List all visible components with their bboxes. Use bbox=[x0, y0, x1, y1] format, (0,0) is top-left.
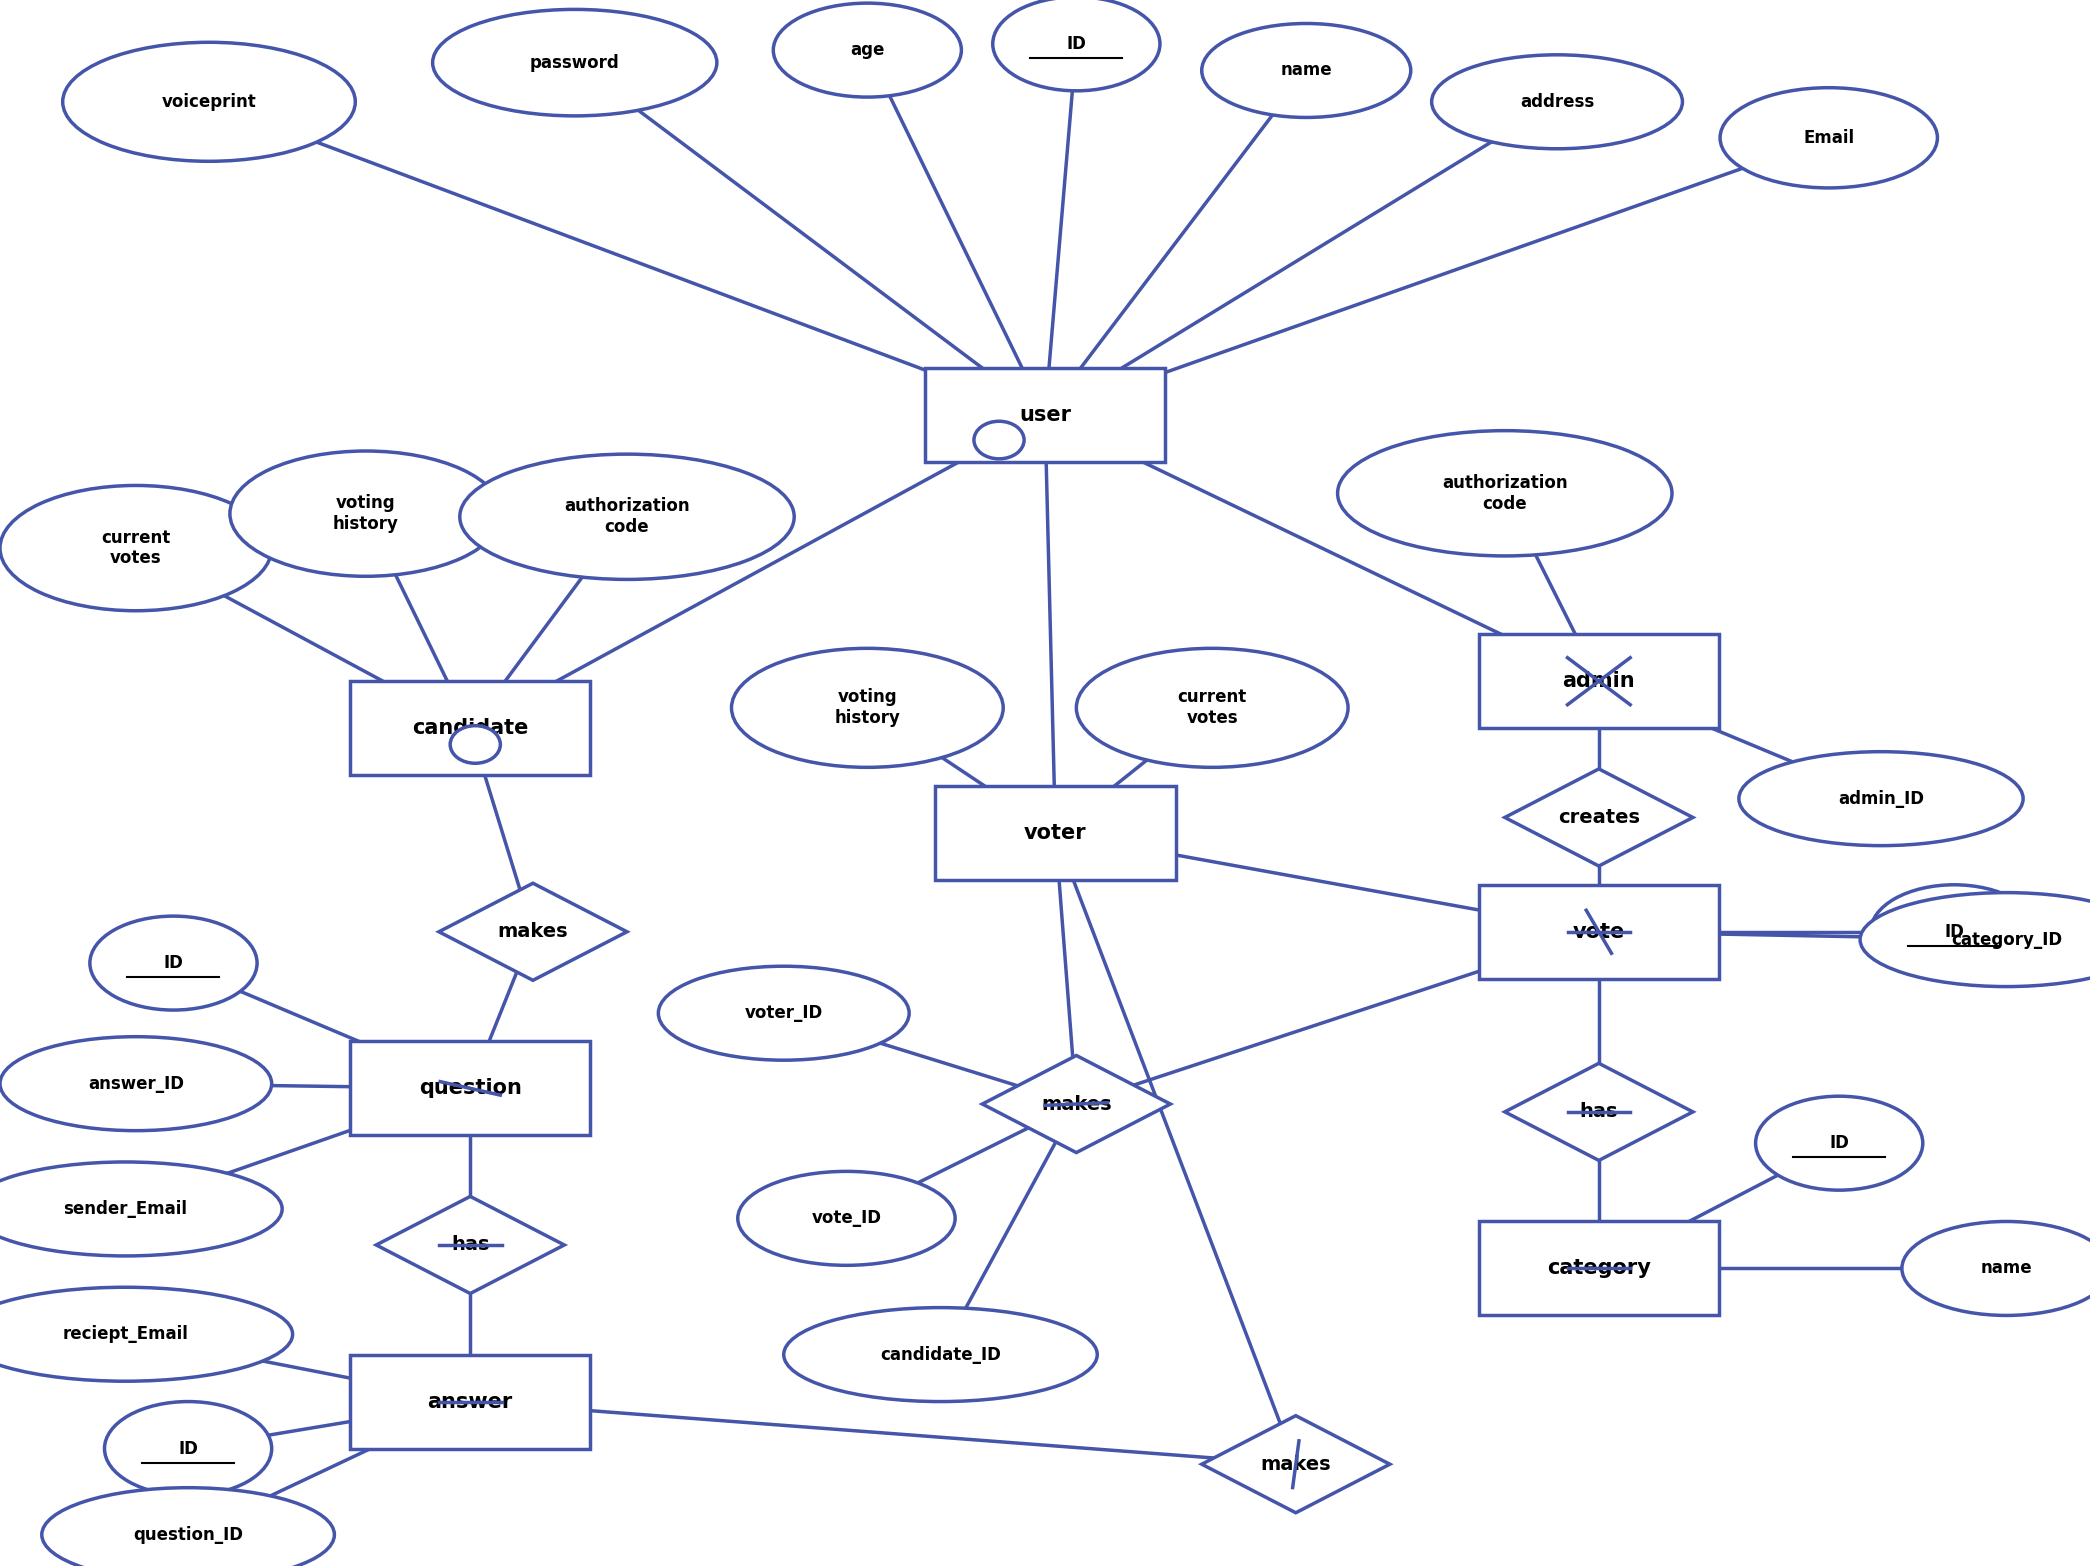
Text: name: name bbox=[1981, 1259, 2031, 1278]
Ellipse shape bbox=[104, 1402, 272, 1496]
Text: candidate: candidate bbox=[412, 719, 529, 738]
Text: voiceprint: voiceprint bbox=[161, 92, 257, 111]
Ellipse shape bbox=[773, 3, 961, 97]
Polygon shape bbox=[982, 1055, 1170, 1153]
Ellipse shape bbox=[1202, 23, 1411, 117]
Text: reciept_Email: reciept_Email bbox=[63, 1325, 188, 1344]
Text: current
votes: current votes bbox=[1177, 689, 1248, 727]
Text: password: password bbox=[531, 53, 619, 72]
Text: user: user bbox=[1020, 406, 1070, 424]
Ellipse shape bbox=[993, 0, 1160, 91]
Text: answer_ID: answer_ID bbox=[88, 1074, 184, 1093]
Text: age: age bbox=[851, 41, 884, 60]
Text: answer: answer bbox=[428, 1392, 512, 1411]
Ellipse shape bbox=[658, 966, 909, 1060]
Text: candidate_ID: candidate_ID bbox=[880, 1345, 1001, 1364]
Text: makes: makes bbox=[497, 922, 568, 941]
Text: creates: creates bbox=[1557, 808, 1641, 827]
Polygon shape bbox=[1202, 1416, 1390, 1513]
Text: makes: makes bbox=[1041, 1095, 1112, 1113]
Ellipse shape bbox=[1432, 55, 1682, 149]
FancyBboxPatch shape bbox=[1480, 885, 1720, 979]
FancyBboxPatch shape bbox=[1480, 1221, 1720, 1315]
Text: ID: ID bbox=[1944, 922, 1965, 941]
Circle shape bbox=[449, 725, 500, 763]
Ellipse shape bbox=[0, 1287, 293, 1381]
Ellipse shape bbox=[0, 485, 272, 611]
FancyBboxPatch shape bbox=[1480, 634, 1720, 728]
Ellipse shape bbox=[1076, 648, 1348, 767]
Text: question: question bbox=[418, 1079, 522, 1098]
Ellipse shape bbox=[1338, 431, 1672, 556]
Polygon shape bbox=[376, 1196, 564, 1294]
Text: vote: vote bbox=[1574, 922, 1626, 941]
Text: voter: voter bbox=[1024, 824, 1087, 843]
Ellipse shape bbox=[0, 1037, 272, 1131]
Text: voting
history: voting history bbox=[834, 689, 901, 727]
Text: name: name bbox=[1281, 61, 1331, 80]
Ellipse shape bbox=[1720, 88, 1937, 188]
Text: question_ID: question_ID bbox=[134, 1525, 242, 1544]
Ellipse shape bbox=[784, 1308, 1097, 1402]
Text: Email: Email bbox=[1804, 128, 1854, 147]
Text: address: address bbox=[1519, 92, 1595, 111]
Ellipse shape bbox=[63, 42, 355, 161]
Text: category: category bbox=[1547, 1259, 1651, 1278]
Text: makes: makes bbox=[1260, 1455, 1331, 1474]
Ellipse shape bbox=[90, 916, 257, 1010]
Text: has: has bbox=[451, 1236, 489, 1254]
FancyBboxPatch shape bbox=[936, 786, 1175, 880]
Text: authorization
code: authorization code bbox=[564, 498, 690, 536]
FancyBboxPatch shape bbox=[351, 1355, 591, 1449]
Text: voting
history: voting history bbox=[332, 495, 399, 532]
Ellipse shape bbox=[460, 454, 794, 579]
Polygon shape bbox=[1505, 769, 1693, 866]
Ellipse shape bbox=[1860, 893, 2090, 987]
Ellipse shape bbox=[1871, 885, 2038, 979]
FancyBboxPatch shape bbox=[926, 368, 1166, 462]
Text: vote_ID: vote_ID bbox=[811, 1209, 882, 1228]
Text: has: has bbox=[1580, 1102, 1618, 1121]
Text: ID: ID bbox=[163, 954, 184, 972]
Text: sender_Email: sender_Email bbox=[63, 1200, 188, 1218]
FancyBboxPatch shape bbox=[351, 681, 591, 775]
Ellipse shape bbox=[1902, 1221, 2090, 1315]
Text: current
votes: current votes bbox=[100, 529, 171, 567]
Text: admin_ID: admin_ID bbox=[1837, 789, 1925, 808]
Text: ID: ID bbox=[178, 1439, 199, 1458]
Polygon shape bbox=[439, 883, 627, 980]
Circle shape bbox=[974, 421, 1024, 459]
Text: authorization
code: authorization code bbox=[1442, 474, 1568, 512]
Text: admin: admin bbox=[1563, 672, 1634, 691]
Ellipse shape bbox=[732, 648, 1003, 767]
Ellipse shape bbox=[42, 1488, 334, 1566]
Text: category_ID: category_ID bbox=[1950, 930, 2063, 949]
FancyBboxPatch shape bbox=[351, 1041, 591, 1135]
Ellipse shape bbox=[0, 1162, 282, 1256]
Ellipse shape bbox=[230, 451, 502, 576]
Text: voter_ID: voter_ID bbox=[744, 1004, 823, 1023]
Ellipse shape bbox=[433, 9, 717, 116]
Text: ID: ID bbox=[1066, 34, 1087, 53]
Ellipse shape bbox=[1756, 1096, 1923, 1190]
Polygon shape bbox=[1505, 1063, 1693, 1160]
Ellipse shape bbox=[1739, 752, 2023, 846]
Text: ID: ID bbox=[1829, 1134, 1850, 1153]
Ellipse shape bbox=[738, 1171, 955, 1265]
